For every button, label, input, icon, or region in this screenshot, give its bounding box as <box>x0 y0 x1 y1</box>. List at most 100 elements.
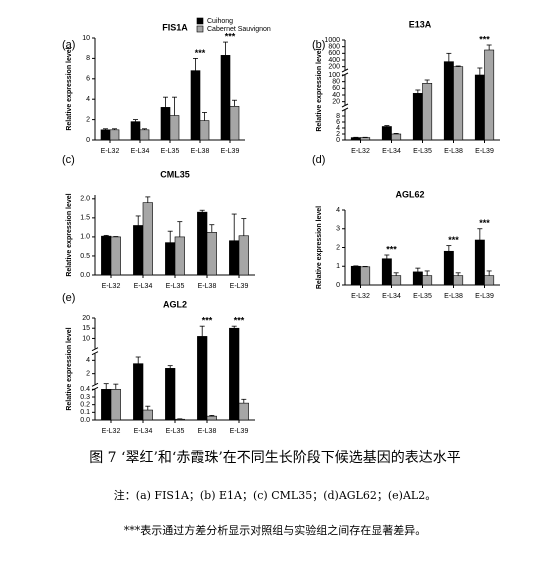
x-tick-label: E-L38 <box>444 148 463 155</box>
bar <box>174 418 185 421</box>
bar <box>474 74 485 141</box>
y-tick-label: 2 <box>336 244 340 251</box>
bar <box>350 137 361 141</box>
panel-label: (b) <box>312 39 325 51</box>
significance: *** <box>448 235 459 245</box>
bar <box>206 415 217 421</box>
bar <box>229 327 240 421</box>
bar <box>381 258 392 286</box>
x-tick-label: E-L35 <box>413 148 432 155</box>
y-tick-label: 8 <box>336 113 340 120</box>
bar <box>174 236 185 276</box>
x-tick-label: E-L39 <box>475 148 494 155</box>
y-tick-label: 6 <box>336 119 340 126</box>
footnote: ***表示通过方差分析显示对照组与实验组之间存在显著差异。 <box>124 523 427 537</box>
y-tick-label: 1 <box>336 263 340 270</box>
axis-break <box>91 351 99 356</box>
axis-break <box>91 382 99 387</box>
bar <box>229 240 240 276</box>
y-tick-label: 4 <box>86 357 90 364</box>
bar <box>109 129 120 141</box>
bar <box>350 265 361 286</box>
y-tick-label: 0.0 <box>80 272 90 279</box>
x-tick-label: E-L39 <box>230 428 249 435</box>
x-tick-label: E-L34 <box>134 283 153 290</box>
legend-label: Cabernet Sauvignon <box>207 26 271 33</box>
y-tick-label: 10 <box>82 35 90 42</box>
significance: *** <box>479 34 490 44</box>
bar <box>443 250 454 286</box>
y-tick-label: 20 <box>332 99 340 106</box>
bar <box>165 368 176 421</box>
bar <box>484 275 495 286</box>
bar <box>238 235 249 276</box>
bar <box>412 271 423 286</box>
y-tick-label: 10 <box>82 335 90 342</box>
x-tick-label: E-L34 <box>382 148 401 155</box>
bar <box>360 266 371 286</box>
bar <box>197 336 208 421</box>
y-axis-label: Relative expression level <box>66 327 73 410</box>
y-tick-label: 200 <box>328 64 340 71</box>
bar <box>160 107 171 141</box>
y-tick-label: 20 <box>82 315 90 322</box>
y-tick-label: 2 <box>336 131 340 138</box>
x-tick-label: E-L35 <box>161 148 180 155</box>
significance: *** <box>195 48 206 58</box>
x-tick-label: E-L38 <box>198 283 217 290</box>
bar <box>422 275 433 286</box>
x-tick-label: E-L32 <box>102 428 121 435</box>
y-tick-label: 40 <box>332 92 340 99</box>
legend-swatch <box>196 17 204 25</box>
bar <box>206 232 217 276</box>
y-tick-label: 2 <box>86 371 90 378</box>
panel-label: (a) <box>62 39 75 51</box>
bar <box>220 55 231 141</box>
y-tick-label: 6 <box>86 76 90 83</box>
x-tick-label: E-L32 <box>101 148 120 155</box>
axis-break <box>341 72 349 77</box>
y-axis-label: Relative expression level <box>66 47 73 130</box>
significance: *** <box>479 218 490 228</box>
y-tick-label: 0.0 <box>80 417 90 424</box>
x-tick-label: E-L39 <box>221 148 240 155</box>
bar <box>381 126 392 141</box>
significance: *** <box>225 31 236 41</box>
x-tick-label: E-L32 <box>351 148 370 155</box>
bar <box>229 106 240 141</box>
bar <box>169 115 180 141</box>
y-tick-label: 3 <box>336 226 340 233</box>
y-tick-label: 0.2 <box>80 402 90 409</box>
bar <box>110 236 121 276</box>
y-tick-label: 0.4 <box>80 386 90 393</box>
y-tick-label: 4 <box>336 125 340 132</box>
y-tick-label: 0 <box>336 282 340 289</box>
y-tick-label: 15 <box>82 325 90 332</box>
axis-break <box>91 347 99 352</box>
bar <box>391 275 402 286</box>
y-axis-label: Relative expression level <box>316 48 323 131</box>
bar <box>199 120 210 141</box>
x-tick-label: E-L34 <box>134 428 153 435</box>
note: 注：(a) FIS1A；(b) E1A；(c) CML35；(d)AGL62；(… <box>114 488 436 502</box>
y-tick-label: 8 <box>86 55 90 62</box>
bar <box>190 70 201 141</box>
significance: *** <box>386 244 397 254</box>
y-axis-label: Relative expression level <box>66 193 73 276</box>
x-tick-label: E-L38 <box>198 428 217 435</box>
y-tick-label: 0.3 <box>80 394 90 401</box>
y-tick-label: 1.5 <box>80 215 90 222</box>
y-tick-label: 0.1 <box>80 409 90 416</box>
axis-break <box>91 386 99 391</box>
chart-title: AGL62 <box>395 189 424 199</box>
bar <box>474 239 485 286</box>
chart-title: CML35 <box>160 169 190 179</box>
bar <box>443 61 454 141</box>
x-tick-label: E-L38 <box>191 148 210 155</box>
bar <box>110 389 121 421</box>
significance: *** <box>234 316 245 326</box>
bar <box>453 66 464 141</box>
bar <box>412 93 423 141</box>
y-tick-label: 4 <box>336 207 340 214</box>
legend-label: Cuihong <box>207 18 233 25</box>
